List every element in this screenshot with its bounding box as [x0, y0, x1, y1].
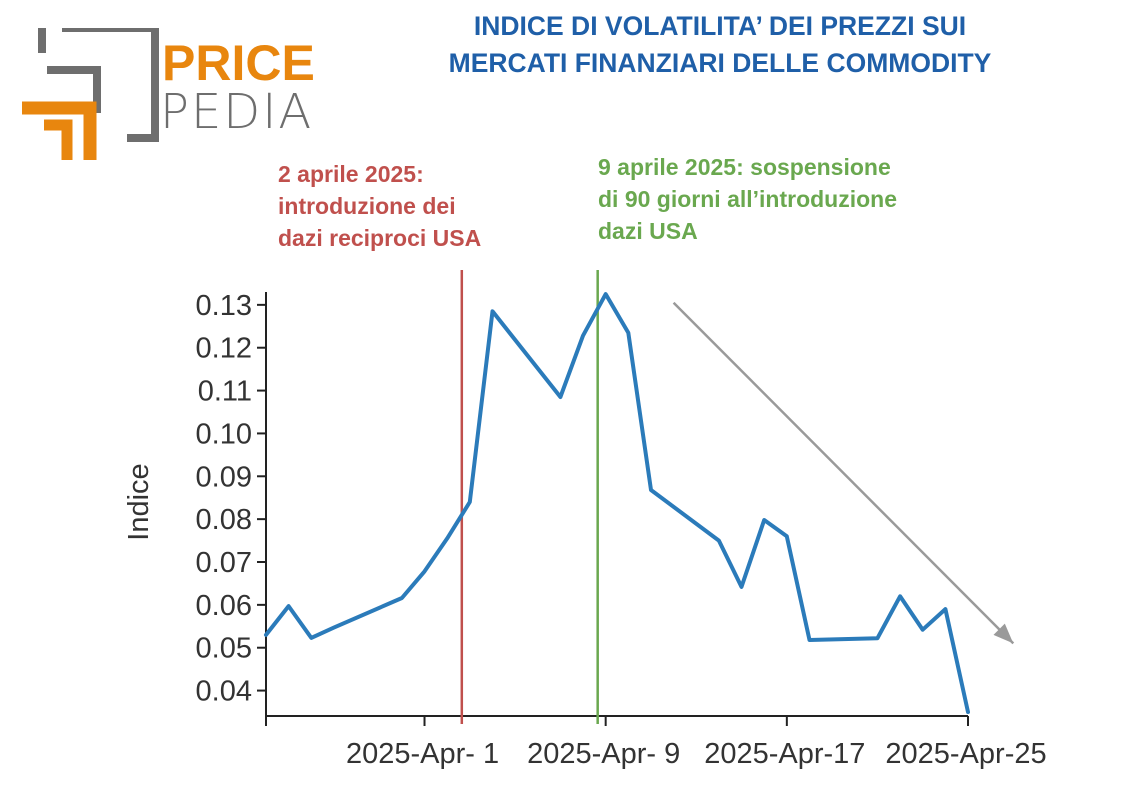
annotation-green-line-3: dazi USA	[598, 218, 698, 244]
x-tick-label: 2025-Apr- 1	[346, 738, 499, 770]
chart-title-line-2: MERCATI FINANZIARI DELLE COMMODITY	[448, 48, 992, 78]
annotation-red-line-1: 2 aprile 2025:	[278, 161, 424, 187]
trend-arrow	[672, 301, 1015, 645]
series-line	[264, 292, 970, 714]
logo-word-pedia: PEDIA	[160, 84, 313, 140]
logo-orange-bracket-inner	[44, 119, 73, 160]
series-group	[264, 292, 970, 714]
trend-arrow-head	[993, 623, 1014, 644]
annotation-tariffs-introduction: 2 aprile 2025: introduzione dei dazi rec…	[278, 158, 481, 254]
y-axis-label: Indice	[123, 463, 155, 540]
logo-gray-bracket	[62, 28, 159, 142]
y-tick-label: 0.04	[196, 676, 252, 708]
y-tick-label: 0.08	[196, 504, 252, 536]
y-tick-label: 0.13	[196, 290, 252, 322]
annotation-red-line-2: introduzione dei	[278, 193, 456, 219]
y-tick-label: 0.06	[196, 590, 252, 622]
trend-arrow-shaft	[672, 301, 1015, 645]
annotation-tariffs-suspension: 9 aprile 2025: sospensione di 90 giorni …	[598, 151, 897, 247]
annotation-green-line-2: di 90 giorni all’introduzione	[598, 186, 898, 212]
y-tick-label: 0.07	[196, 547, 252, 579]
y-tick-label: 0.10	[196, 418, 252, 450]
y-tick-label: 0.12	[196, 333, 252, 365]
x-tick-label: 2025-Apr- 9	[527, 738, 680, 770]
y-tick-label: 0.05	[196, 633, 252, 665]
logo-orange-bracket	[22, 101, 97, 160]
x-tick-label: 2025-Apr-17	[704, 738, 865, 770]
event-lines	[460, 270, 599, 724]
y-tick-label: 0.09	[196, 461, 252, 493]
chart-title: INDICE DI VOLATILITA’ DEI PREZZI SUI MER…	[350, 8, 1090, 82]
y-tick-label: 0.11	[198, 376, 252, 408]
logo-gray-bracket-inner	[47, 66, 101, 113]
x-tick-label: 2025-Apr-25	[885, 738, 1046, 770]
chart-title-line-1: INDICE DI VOLATILITA’ DEI PREZZI SUI	[473, 11, 967, 41]
annotation-green-line-1: 9 aprile 2025: sospensione	[598, 154, 891, 180]
y-axis: 0.04 0.05 0.06 0.07 0.08 0.09 0.10 0.11 0.12 0.13	[196, 290, 267, 716]
logo-word-price: PRICE	[162, 35, 315, 91]
x-axis: 2025-Apr- 1 2025-Apr- 9 2025-Apr-17 2025-Ap…	[265, 715, 1047, 770]
annotation-red-line-3: dazi reciproci USA	[278, 225, 482, 251]
pricepedia-logo: PRICE PEDIA	[22, 28, 315, 160]
